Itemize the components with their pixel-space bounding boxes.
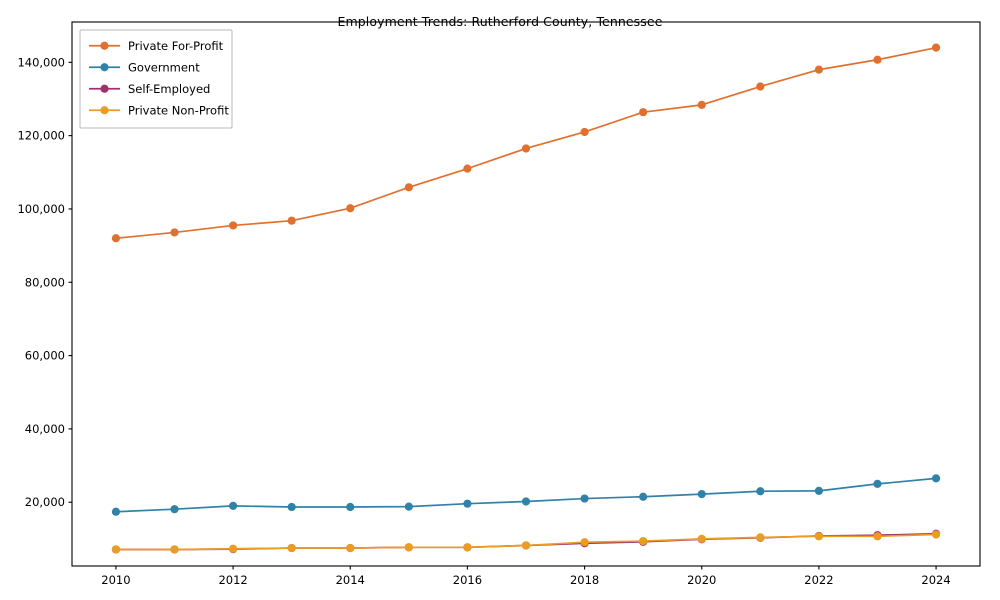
data-point <box>170 505 179 514</box>
legend-marker-icon <box>100 84 109 93</box>
x-tick-label: 2014 <box>336 573 365 587</box>
legend-label: Self-Employed <box>128 82 210 96</box>
tick-marks <box>68 61 937 570</box>
data-point <box>814 65 824 74</box>
data-point <box>639 108 648 117</box>
data-point <box>931 43 941 52</box>
series-line <box>115 477 937 513</box>
data-point <box>404 543 413 552</box>
legend-marker-icon <box>100 41 109 50</box>
data-point <box>404 502 413 511</box>
data-point <box>873 479 882 488</box>
data-point <box>404 183 413 192</box>
data-point <box>170 545 179 554</box>
data-point <box>170 228 179 237</box>
tick-labels: 20,000 40,000 60,000 80,000 100,000 120,000 14… <box>17 55 950 587</box>
series-line <box>115 46 937 240</box>
data-point <box>580 127 589 137</box>
x-tick-label: 2024 <box>921 573 950 587</box>
data-point <box>346 543 355 553</box>
data-point <box>111 234 121 243</box>
data-point <box>346 204 355 213</box>
legend-background <box>79 29 233 129</box>
x-tick-label: 2020 <box>687 573 716 587</box>
data-point <box>756 533 765 542</box>
data-point <box>639 492 648 501</box>
data-point <box>873 55 882 64</box>
y-tick-label: 40,000 <box>25 422 65 436</box>
data-point <box>521 497 531 506</box>
legend-label: Government <box>128 60 200 74</box>
data-point <box>111 545 121 554</box>
legend-label: Private For-Profit <box>128 39 224 53</box>
data-point <box>111 507 121 516</box>
y-tick-label: 60,000 <box>25 349 65 363</box>
data-point <box>873 532 882 541</box>
legend-label: Private Non-Profit <box>128 103 229 117</box>
legend-entry[interactable]: Private Non-Profit <box>89 103 229 117</box>
data-point <box>931 530 941 539</box>
data-point <box>521 541 531 550</box>
data-point <box>580 494 589 503</box>
series-government <box>111 474 941 516</box>
x-tick-label: 2010 <box>101 573 130 587</box>
y-tick-label: 20,000 <box>25 495 65 509</box>
data-point <box>931 474 941 483</box>
data-point <box>697 534 706 543</box>
legend-entry[interactable]: Government <box>89 60 200 74</box>
data-point <box>697 490 706 499</box>
data-point <box>580 538 589 547</box>
series-private-non-profit <box>111 530 941 554</box>
legend-marker-icon <box>100 63 109 72</box>
data-point <box>697 100 706 109</box>
data-point <box>814 486 824 495</box>
y-tick-label: 140,000 <box>17 55 65 69</box>
x-tick-label: 2022 <box>804 573 833 587</box>
data-point <box>229 544 238 553</box>
plot-border <box>71 21 981 567</box>
data-point <box>287 216 296 225</box>
data-point <box>814 532 824 541</box>
legend-marker-icon <box>100 106 109 115</box>
x-tick-label: 2012 <box>218 573 247 587</box>
y-tick-label: 100,000 <box>17 202 65 216</box>
y-tick-label: 120,000 <box>17 129 65 143</box>
x-tick-label: 2016 <box>453 573 482 587</box>
data-point <box>521 144 531 153</box>
legend-entry[interactable]: Private For-Profit <box>89 39 224 53</box>
x-tick-label: 2018 <box>570 573 599 587</box>
data-point <box>463 543 472 552</box>
series-private-for-profit <box>111 43 941 243</box>
data-point <box>229 221 238 230</box>
chart-legend: Private For-Profit Government Self-Employe… <box>79 29 233 129</box>
data-point <box>287 502 296 512</box>
data-point <box>229 501 238 510</box>
data-point <box>756 82 765 91</box>
data-point <box>287 543 296 553</box>
data-point <box>463 499 472 508</box>
data-point <box>756 487 765 496</box>
data-point <box>639 536 648 546</box>
data-point <box>346 502 355 512</box>
data-point <box>463 164 472 173</box>
series-group <box>111 43 941 554</box>
y-tick-label: 80,000 <box>25 275 65 289</box>
legend-entry[interactable]: Self-Employed <box>89 82 210 96</box>
